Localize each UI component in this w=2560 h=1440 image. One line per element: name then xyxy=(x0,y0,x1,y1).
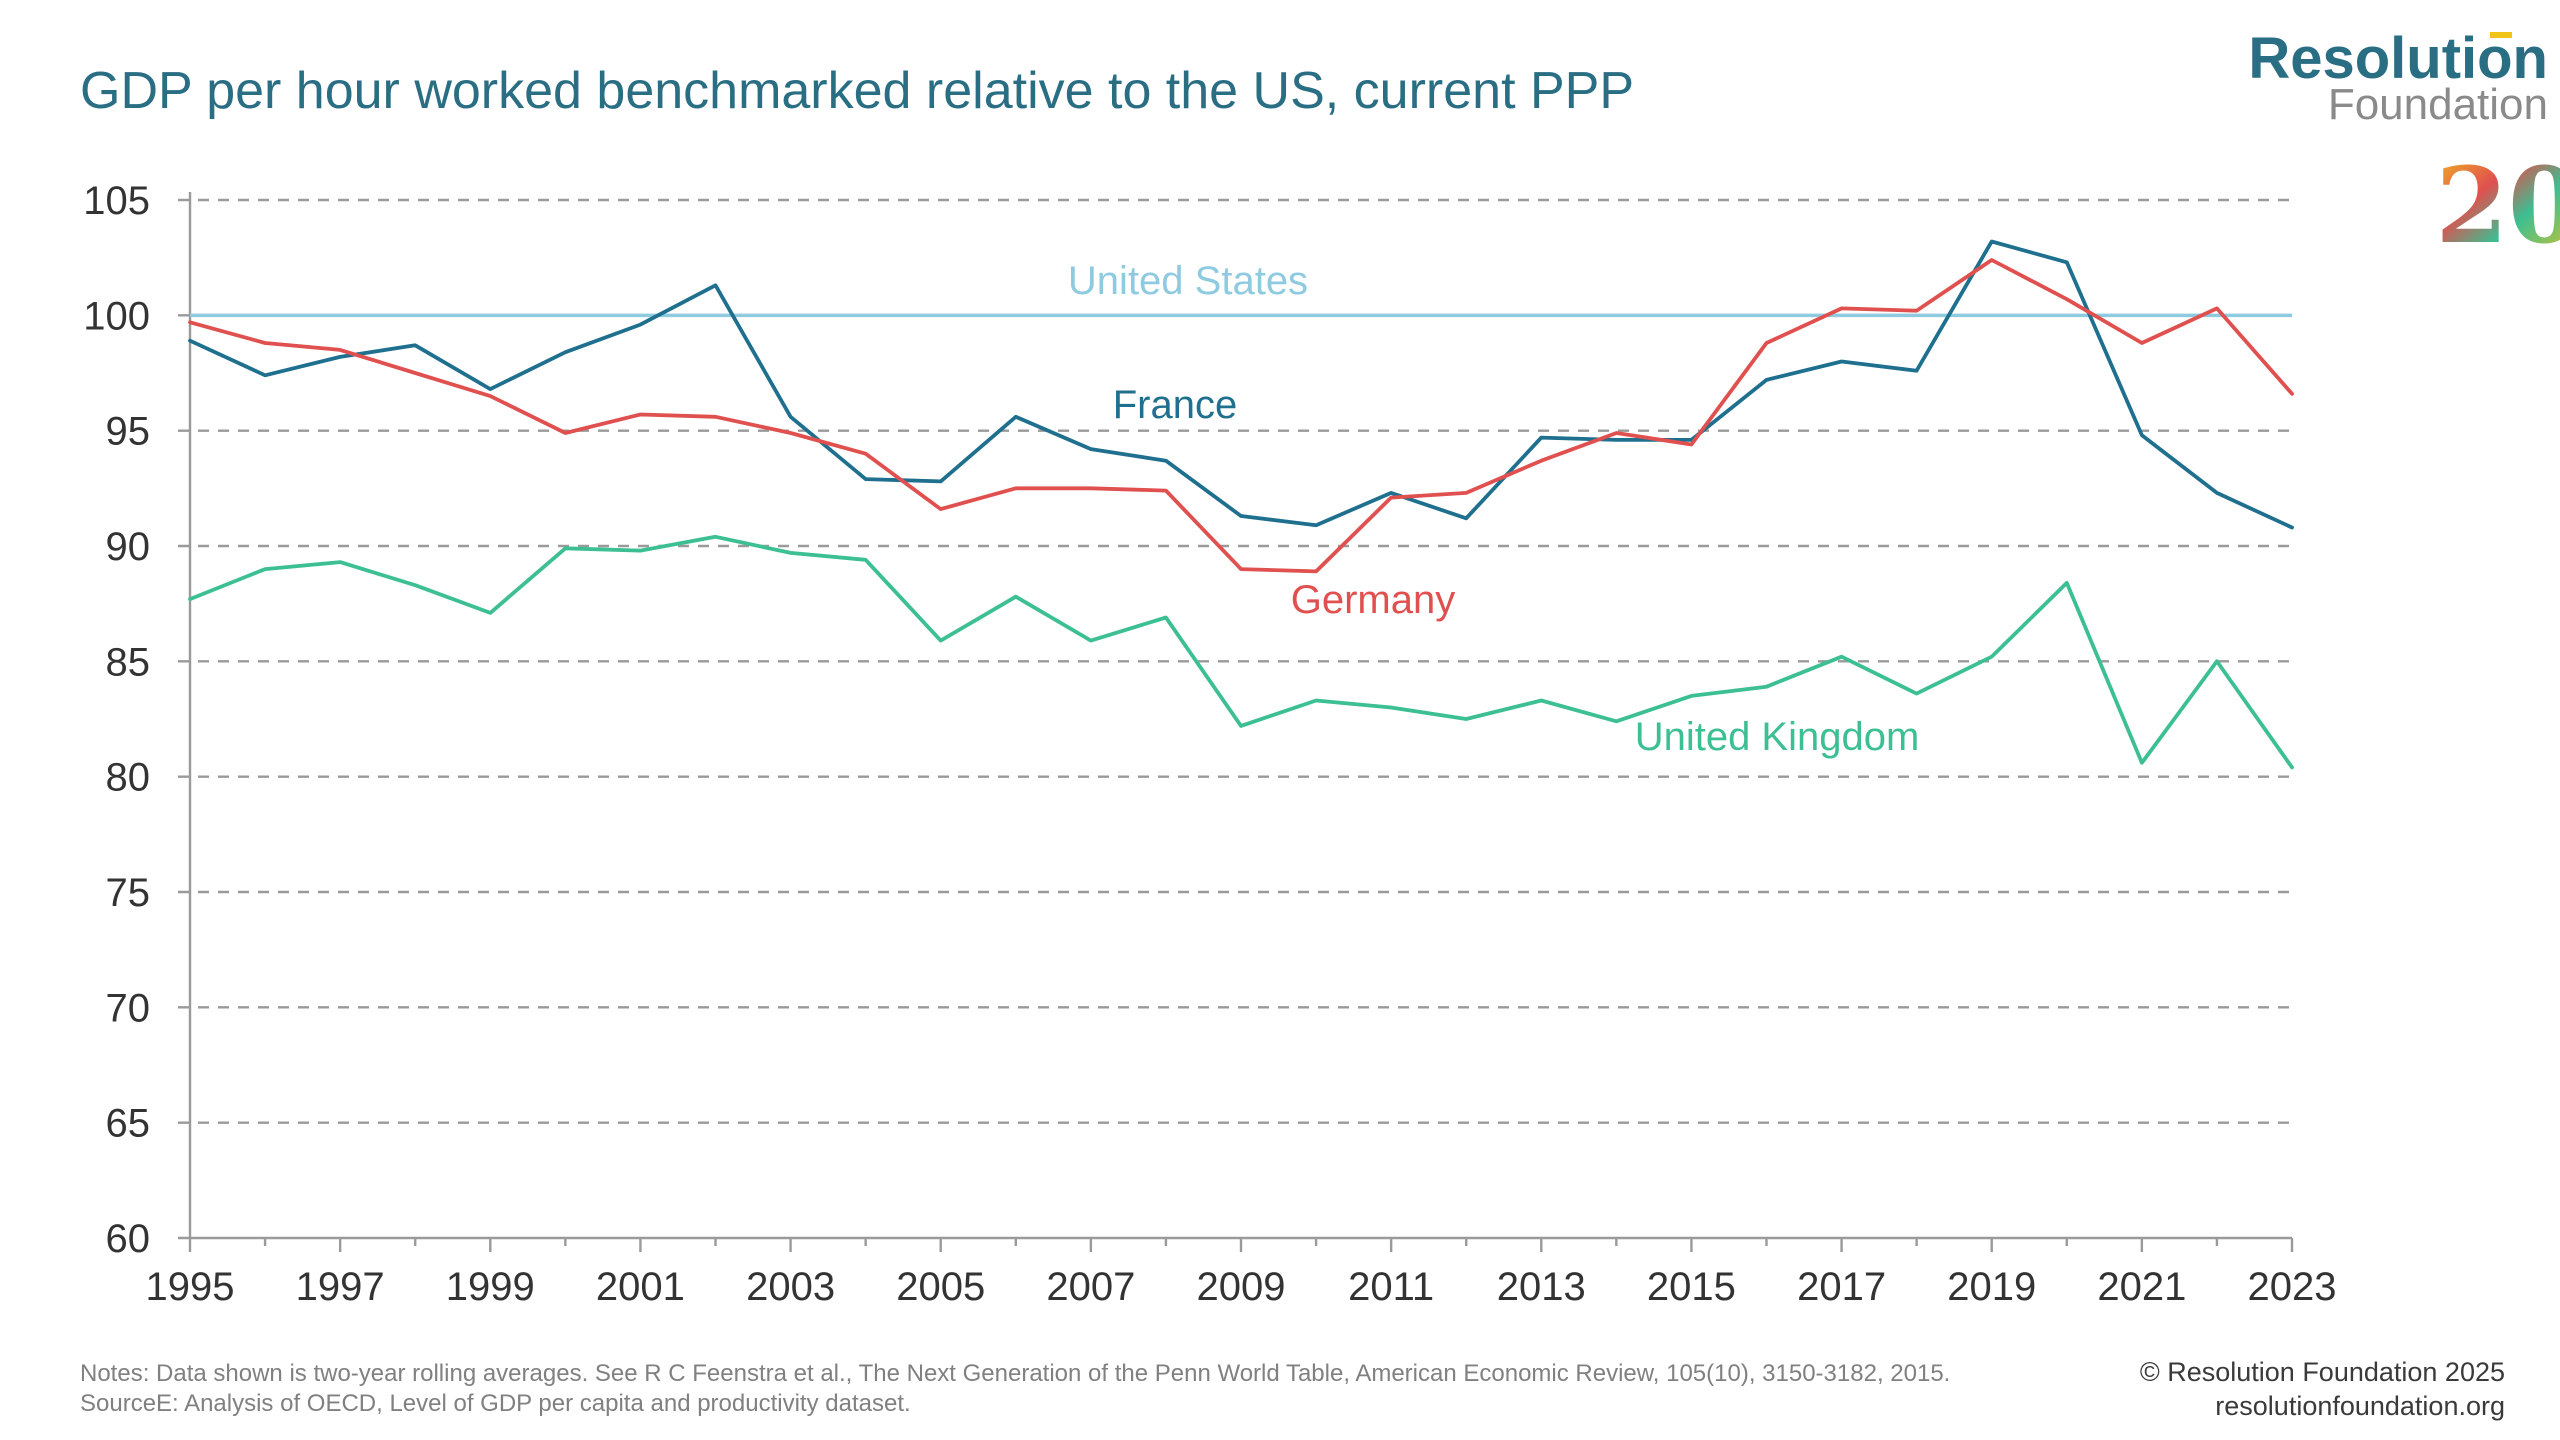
y-tick-label: 95 xyxy=(106,410,151,454)
y-tick-label: 60 xyxy=(106,1217,151,1261)
x-tick-label: 2011 xyxy=(1348,1265,1434,1309)
x-tick-label: 1997 xyxy=(296,1265,385,1309)
notes-text: Notes: Data shown is two-year rolling av… xyxy=(80,1360,1950,1387)
y-axis-ticks: 60 65 70 75 80 85 90 95 100 105 xyxy=(83,179,150,1261)
x-tick-label: 2015 xyxy=(1647,1265,1736,1309)
logo-accent xyxy=(2490,32,2512,38)
y-tick-label: 90 xyxy=(106,525,151,569)
y-tick-label: 70 xyxy=(106,986,151,1030)
x-tick-label: 2023 xyxy=(2248,1265,2337,1309)
copyright-text: © Resolution Foundation 2025 xyxy=(2140,1357,2505,1387)
anniversary-20-badge: 20 xyxy=(2436,144,2560,267)
x-tick-label: 2007 xyxy=(1046,1265,1135,1309)
y-tick-label: 75 xyxy=(106,871,151,915)
y-tick-label: 65 xyxy=(106,1102,151,1146)
series-line-france xyxy=(188,239,2294,530)
label-united-kingdom: United Kingdom xyxy=(1635,715,1920,759)
y-tick-label: 105 xyxy=(83,179,150,223)
x-tick-label: 1999 xyxy=(446,1265,535,1309)
x-tick-label: 2003 xyxy=(746,1265,835,1309)
series-lines xyxy=(188,239,2294,770)
series-line-germany xyxy=(188,258,2294,574)
website-text: resolutionfoundation.org xyxy=(2215,1391,2505,1421)
gridlines xyxy=(178,198,2292,1124)
resolution-foundation-logo: Resolution Foundation 20 xyxy=(2248,26,2560,267)
source-text: SourceE: Analysis of OECD, Level of GDP … xyxy=(80,1390,911,1417)
x-tick-label: 2013 xyxy=(1497,1265,1586,1309)
x-tick-label: 2021 xyxy=(2097,1265,2186,1309)
y-tick-label: 80 xyxy=(106,756,151,800)
chart-title: GDP per hour worked benchmarked relative… xyxy=(80,62,1634,120)
label-germany: Germany xyxy=(1291,578,1456,622)
y-tick-label: 100 xyxy=(83,294,150,338)
x-tick-label: 2017 xyxy=(1797,1265,1886,1309)
x-tick-label: 1995 xyxy=(146,1265,235,1309)
x-tick-label: 2005 xyxy=(896,1265,985,1309)
y-tick-label: 85 xyxy=(106,640,151,684)
label-united-states: United States xyxy=(1068,259,1308,303)
x-tick-label: 2019 xyxy=(1947,1265,2036,1309)
label-france: France xyxy=(1113,383,1238,427)
logo-sub: Foundation xyxy=(2328,80,2548,129)
x-tick-label: 2009 xyxy=(1197,1265,1286,1309)
series-line-united-kingdom xyxy=(188,534,2294,770)
axes xyxy=(178,192,2292,1240)
x-tick-label: 2001 xyxy=(596,1265,685,1309)
x-axis-ticks: 1995 1997 1999 2001 2003 2005 2007 2009 2011 2013… xyxy=(146,1238,2337,1309)
